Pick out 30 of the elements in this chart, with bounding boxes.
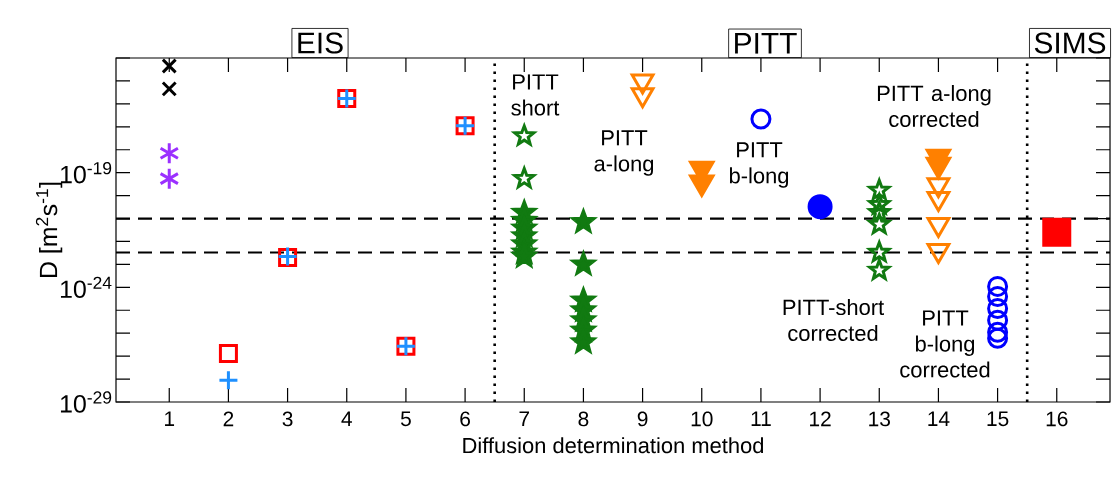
x-tick-label: 3 — [282, 411, 293, 427]
annotation: PITT b-long — [729, 142, 789, 188]
annotation: PITT a-long corrected — [877, 85, 991, 128]
text: SIMS — [1034, 32, 1106, 54]
x-tick-label: 13 — [869, 411, 890, 427]
y-tick-label: 10$^{-19}$ — [60, 161, 112, 184]
x-tick-label: 9 — [637, 411, 648, 427]
x-tick-label: 11 — [751, 411, 771, 426]
x-tick-label: 8 — [578, 411, 589, 427]
x-tick-label: 7 — [519, 411, 530, 426]
x-tick-label: 6 — [460, 411, 470, 427]
y-tick-label: 10$^{-24}$ — [60, 276, 112, 299]
x-tick-label: 12 — [810, 411, 831, 427]
x-tick-label: 15 — [987, 411, 1009, 427]
x-tick-label: 2 — [223, 411, 234, 427]
x-tick-label: 10 — [691, 411, 713, 427]
x-tick-label: 4 — [341, 411, 352, 426]
annotation: PITT b-long corrected — [900, 310, 990, 378]
annotation: PITT short — [511, 74, 560, 116]
annotation: PITT a-long — [594, 130, 654, 176]
text: PITT — [735, 33, 797, 54]
x-tick-label: 16 — [1046, 411, 1068, 427]
x-tick-label: 1 — [165, 411, 175, 426]
x-tick-label: 14 — [928, 411, 950, 426]
y-axis-title: D [m$^{2}$s$^{-1}$] — [35, 182, 63, 278]
annotation: PITT-short corrected — [783, 299, 885, 342]
x-axis-title: Diffusion determination method — [463, 437, 764, 454]
x-tick-label: 5 — [400, 411, 411, 427]
text: EIS — [298, 32, 343, 54]
y-tick-label: 10$^{-29}$ — [60, 391, 112, 413]
